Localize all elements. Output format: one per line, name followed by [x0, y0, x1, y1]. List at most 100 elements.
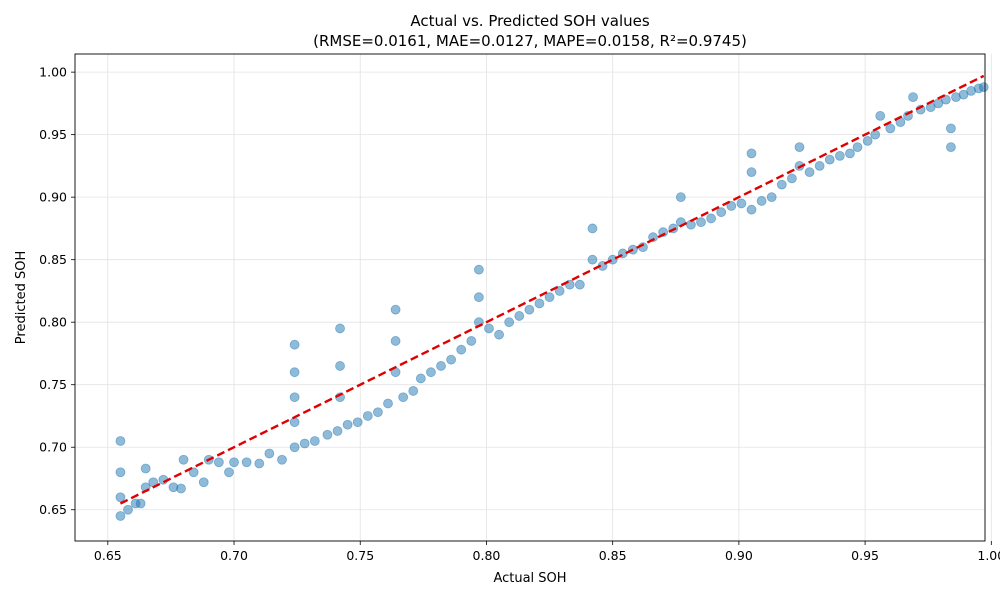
- scatter-point: [289, 367, 300, 378]
- scatter-point: [362, 411, 373, 421]
- scatter-point: [776, 179, 787, 190]
- data-layer: [115, 74, 989, 521]
- scatter-point: [408, 386, 419, 396]
- scatter-point: [794, 142, 805, 153]
- plot-frame: [74, 53, 986, 542]
- scatter-point: [908, 92, 918, 103]
- scatter-point: [115, 511, 126, 521]
- x-tick-label: 0.75: [346, 548, 374, 563]
- y-tick-label: 0.85: [39, 252, 67, 267]
- scatter-point: [415, 373, 426, 384]
- scatter-point: [978, 82, 989, 93]
- scatter-point: [946, 142, 956, 153]
- scatter-point: [524, 304, 535, 315]
- scatter-point: [299, 438, 310, 449]
- x-tick-label: 0.65: [94, 548, 122, 563]
- scatter-point: [176, 483, 186, 494]
- x-tick-label: 0.85: [599, 548, 627, 563]
- grid-lines: [75, 54, 992, 541]
- scatter-point: [726, 201, 737, 211]
- scatter-point: [426, 367, 436, 378]
- scatter-point: [352, 417, 363, 428]
- scatter-point: [188, 467, 199, 478]
- scatter-point: [940, 94, 951, 105]
- scatter-point: [135, 498, 146, 509]
- scatter-point: [574, 279, 585, 290]
- scatter-point: [224, 467, 234, 478]
- scatter-point: [706, 213, 717, 224]
- x-tick-label: 0.80: [473, 548, 501, 563]
- x-tick-label: 1.00: [977, 548, 1000, 563]
- scatter-point: [870, 129, 881, 140]
- y-tick-label: 0.70: [39, 440, 67, 455]
- x-axis-label: Actual SOH: [493, 571, 566, 586]
- scatter-point: [746, 204, 757, 215]
- scatter-point: [675, 192, 686, 203]
- scatter-point: [390, 304, 401, 315]
- scatter-point: [241, 457, 252, 468]
- chart-title: Actual vs. Predicted SOH values: [410, 12, 650, 30]
- scatter-point: [504, 317, 515, 328]
- scatter-point: [875, 110, 886, 121]
- scatter-point: [885, 123, 896, 134]
- scatter-point: [229, 457, 239, 468]
- y-tick-label: 0.65: [39, 502, 67, 517]
- scatter-point: [178, 454, 189, 465]
- scatter-point: [446, 354, 457, 365]
- scatter-point: [335, 361, 345, 371]
- scatter-point: [845, 148, 855, 159]
- scatter-point: [436, 361, 446, 371]
- scatter-point: [804, 167, 815, 178]
- scatter-point: [383, 398, 393, 409]
- scatter-point: [514, 311, 525, 321]
- y-tick-label: 0.95: [39, 127, 67, 142]
- chart-subtitle: (RMSE=0.0161, MAE=0.0127, MAPE=0.0158, R…: [313, 32, 747, 50]
- plot-border: [74, 53, 986, 542]
- scatter-point: [342, 419, 353, 430]
- scatter-point: [390, 336, 401, 346]
- scatter-point: [852, 142, 863, 153]
- scatter-point: [824, 154, 835, 165]
- scatter-point: [786, 173, 797, 184]
- x-tick-label: 0.95: [851, 548, 879, 563]
- scatter-point: [373, 407, 383, 418]
- scatter-point: [289, 417, 300, 428]
- scatter-point: [398, 392, 409, 403]
- scatter-point: [456, 344, 467, 355]
- x-tick-label: 0.90: [725, 548, 753, 563]
- scatter-point: [716, 207, 727, 218]
- scatter-point: [140, 463, 151, 474]
- scatter-point: [494, 329, 504, 340]
- scatter-point: [264, 448, 275, 459]
- scatter-point: [834, 151, 845, 161]
- scatter-point: [766, 192, 777, 203]
- y-tick-label: 1.00: [39, 65, 67, 80]
- scatter-point: [213, 457, 224, 468]
- scatter-point: [534, 298, 545, 309]
- y-axis-label: Predicted SOH: [14, 251, 29, 344]
- scatter-point: [587, 254, 598, 265]
- scatter-point: [332, 426, 343, 436]
- y-tick-label: 0.80: [39, 315, 67, 330]
- scatter-point: [862, 135, 873, 146]
- scatter-point: [648, 232, 658, 243]
- scatter-point: [335, 323, 345, 334]
- reference-line: [119, 74, 985, 505]
- scatter-point: [746, 148, 757, 159]
- y-tick-label: 0.90: [39, 190, 67, 205]
- scatter-point: [289, 442, 300, 453]
- scatter-point: [123, 504, 133, 515]
- scatter-point: [814, 161, 825, 171]
- axis-ticks: 0.65 0.70 0.75 0.80 0.85 0.90 0.95 1.00 0.65 0.70…: [39, 65, 1000, 563]
- x-tick-label: 0.70: [220, 548, 248, 563]
- scatter-point: [277, 454, 287, 465]
- scatter-point: [198, 477, 209, 488]
- plot-area: [75, 54, 985, 541]
- scatter-point: [544, 292, 555, 303]
- scatter-point: [696, 217, 706, 228]
- scatter-point: [289, 392, 300, 403]
- y-tick-label: 0.75: [39, 377, 67, 392]
- scatter-point: [756, 196, 767, 206]
